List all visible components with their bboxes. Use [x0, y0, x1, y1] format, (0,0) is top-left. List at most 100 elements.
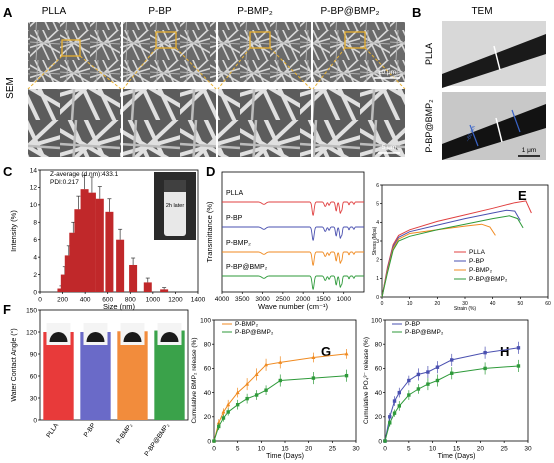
chart-po4-release: Time (Days) Cumulative PO₄³⁻ release (%)… — [363, 317, 532, 460]
sem-col-label-2: P-BP — [148, 6, 172, 17]
zoom-box-2 — [155, 31, 177, 49]
tem-scale-label: 1 μm — [522, 147, 537, 154]
tem-fiber-plla — [442, 34, 546, 88]
chart-c-ytick-label: 6 — [33, 237, 37, 244]
sem-zoom-pbpbmp2 — [313, 89, 405, 157]
panel-g: G Time (Days) Cumulative BMP₂ release (%… — [191, 317, 360, 460]
chart-g-marker — [221, 416, 226, 420]
chart-g-marker — [254, 372, 259, 376]
chart-c-xtick-label: 1000 — [146, 297, 161, 304]
chart-e-legend-label: PLLA — [469, 249, 486, 256]
tem-row-label-1: PLLA — [424, 43, 434, 65]
chart-h-marker — [392, 411, 397, 415]
chart-f-category-label: P-BP — [83, 422, 97, 438]
chart-g-marker — [344, 351, 349, 356]
chart-e-series-line — [381, 200, 532, 298]
chart-g-legend-2: P-BP@BMP₂ — [235, 329, 274, 336]
chart-e-xtick-label: 20 — [435, 301, 441, 307]
chart-d-xtick-label: 1500 — [316, 296, 331, 303]
chart-c-xtick-label: 800 — [125, 297, 136, 304]
sem-image-pbmp2 — [218, 22, 311, 82]
chart-c-ytick-label: 14 — [30, 167, 38, 174]
zoom-box-3 — [249, 31, 271, 49]
chart-h-legend-1: P-BP — [405, 321, 420, 328]
chart-g-marker — [226, 410, 230, 414]
tem-fiber-pbpbmp2 — [442, 104, 546, 160]
chart-e-xtick-label: 50 — [518, 301, 524, 307]
scale-label-top: 10 μm — [378, 69, 396, 76]
chart-f-ytick-label: 150 — [26, 307, 37, 314]
chart-h-marker — [407, 378, 411, 383]
chart-contact-angle: Water Contact Angle (°) 0 30 60 90 120 150 PLL… — [10, 307, 189, 458]
chart-h-xtick-label: 15 — [453, 446, 461, 453]
chart-ftir: Wave number (cm⁻¹) Transmittance (%) PLL… — [205, 171, 365, 311]
chart-g-xtick-label: 15 — [281, 446, 289, 453]
sem-col-label-3: P-BMP₂ — [237, 6, 273, 17]
chart-e-series-line — [381, 215, 524, 298]
zoom-box-4 — [344, 31, 366, 49]
chart-f-ytick-label: 90 — [30, 351, 38, 358]
droplet-icon — [49, 332, 68, 342]
chart-g-marker — [278, 360, 283, 364]
chart-d-xtick-label: 1000 — [336, 296, 351, 303]
ftir-series-label-2: P-BP — [226, 215, 243, 222]
panel-c-letter: C — [3, 164, 13, 179]
chart-g-ytick-label: 60 — [204, 366, 212, 373]
chart-h-ytick-label: 60 — [375, 366, 383, 373]
chart-g-marker — [254, 393, 259, 397]
panel-d: D Wave number (cm⁻¹) Transmittance (%) P… — [205, 164, 365, 311]
chart-h-marker — [450, 371, 454, 375]
scale-label-bottom: 5 μm — [382, 144, 397, 151]
chart-g-ytick-label: 100 — [200, 317, 211, 324]
chart-f-ytick-label: 60 — [30, 373, 38, 380]
chart-h-marker — [416, 387, 421, 391]
chart-g-marker — [311, 355, 316, 360]
chart-g-marker — [221, 409, 226, 414]
chart-h-marker — [397, 404, 401, 408]
chart-g-marker — [245, 396, 249, 401]
chart-h-marker — [416, 372, 421, 377]
chart-c-bar — [129, 264, 138, 292]
sem-zoom-plla — [28, 89, 121, 157]
chart-g-ytick-label: 0 — [207, 438, 211, 445]
sem-image-pbp — [123, 22, 216, 82]
chart-h-legend-2: P-BP@BMP₂ — [405, 329, 444, 336]
coat-marker-2 — [511, 109, 521, 133]
chart-e-series-line — [381, 209, 521, 298]
chart-e-ytick-label: 6 — [376, 183, 379, 189]
chart-h-marker — [397, 390, 401, 395]
chart-g-ytick-label: 40 — [204, 390, 212, 397]
chart-bmp2-release: Time (Days) Cumulative BMP₂ release (%) … — [191, 317, 360, 460]
chart-h-marker — [407, 393, 411, 397]
chart-f-category-label: PLLA — [45, 422, 60, 440]
chart-e-xtick-label: 10 — [407, 301, 413, 307]
chart-d-series-line — [222, 275, 364, 291]
panel-e: E Strain (%) Stress (Mpa) 0 10 20 30 40 50 60 0… — [372, 183, 551, 312]
chart-h-marker — [383, 439, 387, 443]
chart-h-marker — [388, 415, 392, 419]
sem-col-label-4: P-BP@BMP₂ — [320, 6, 379, 17]
chart-g-marker — [235, 390, 240, 395]
chart-g-marker — [264, 362, 269, 367]
chart-g-marker — [216, 420, 221, 425]
chart-g-marker — [344, 373, 349, 378]
chart-d-xtick-label: 3500 — [235, 296, 250, 303]
chart-c-xtick-label: 1200 — [168, 297, 183, 304]
chart-c-xlabel: Size (nm) — [103, 302, 136, 311]
ftir-series-label-4: P-BP@BMP₂ — [226, 264, 268, 271]
sem-row-label: SEM — [5, 77, 16, 99]
chart-h-marker — [516, 346, 521, 350]
chart-e-legend-label: P-BP@BMP₂ — [469, 276, 508, 283]
ftir-series-label-1: PLLA — [226, 190, 243, 197]
chart-e-ytick-label: 2 — [376, 257, 379, 263]
chart-c-bar — [69, 232, 78, 292]
chart-c-xtick-label: 0 — [38, 297, 42, 304]
chart-h-marker — [392, 399, 397, 403]
chart-f-bar — [80, 332, 111, 420]
chart-d-xtick-label: 4000 — [215, 296, 230, 303]
chart-h-marker — [435, 365, 440, 369]
chart-f-ytick-label: 30 — [30, 395, 38, 402]
chart-h-marker — [435, 378, 440, 383]
chart-d-plot-frame — [221, 171, 365, 293]
